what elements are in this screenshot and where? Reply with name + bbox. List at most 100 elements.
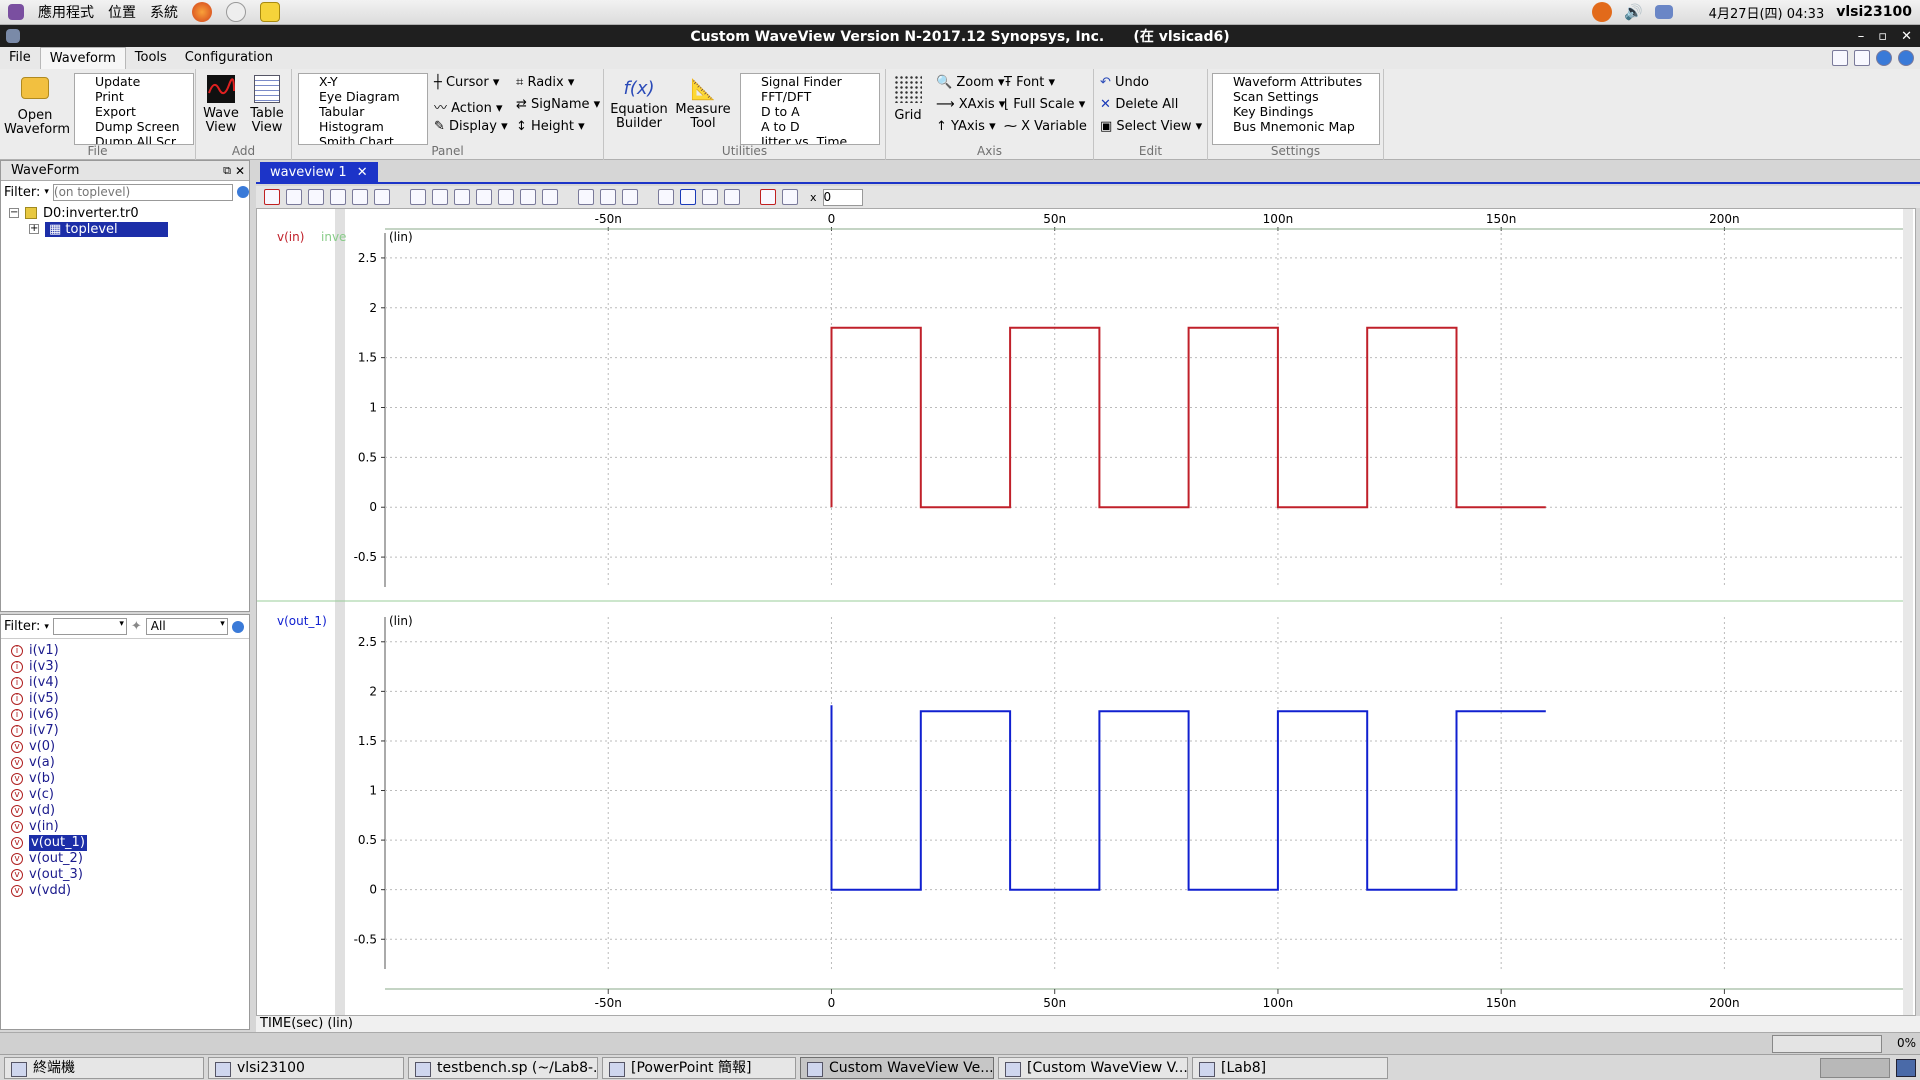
signal-item[interactable]: v v(c) [1, 787, 249, 803]
signal-item[interactable]: i i(v3) [1, 659, 249, 675]
wave-signal-name[interactable]: v(in) [277, 230, 304, 244]
signal-item[interactable]: i i(v7) [1, 723, 249, 739]
layout-icon[interactable] [1854, 50, 1870, 66]
signal-item[interactable]: i i(v6) [1, 707, 249, 723]
full-scale-menu[interactable]: ⌊ Full Scale ▾ [1004, 97, 1086, 112]
signal-item[interactable]: v v(d) [1, 803, 249, 819]
filter-label[interactable]: Filter: [4, 184, 41, 200]
bus-mnemonic-item[interactable]: Bus Mnemonic Map [1233, 119, 1355, 134]
histogram-item[interactable]: Histogram [319, 119, 384, 134]
pin-icon[interactable]: ✦ [130, 619, 142, 634]
export-item[interactable]: Export [95, 104, 136, 119]
display-menu[interactable]: ✎ Display ▾ [434, 119, 508, 134]
minimize-button[interactable]: – [1857, 28, 1865, 44]
next-edge-icon[interactable] [600, 189, 616, 205]
signal-item[interactable]: i i(v5) [1, 691, 249, 707]
signal-item[interactable]: v v(out_3) [1, 867, 249, 883]
places-menu[interactable]: 位置 [108, 5, 136, 21]
measure-tool-button[interactable]: 📐 Measure Tool [674, 75, 732, 131]
eraser-icon[interactable] [760, 189, 776, 205]
vertical-scrollbar[interactable] [1903, 209, 1913, 1015]
open-waveform-button[interactable]: Open Waveform [4, 77, 70, 137]
expand-icon[interactable]: + [29, 223, 39, 234]
a-to-d-item[interactable]: A to D [761, 119, 800, 134]
x-value-input[interactable] [822, 188, 863, 206]
filter-input[interactable] [52, 183, 233, 201]
update-notifier-icon[interactable] [1591, 2, 1612, 22]
show-desktop-icon[interactable] [1896, 1058, 1916, 1077]
task-terminal[interactable]: 終端機 [4, 1056, 204, 1079]
zoom-next-icon[interactable] [374, 189, 390, 205]
wave-view-button[interactable]: Wave View [200, 75, 242, 135]
tab-waveview-1[interactable]: waveview 1 ✕ [260, 162, 378, 184]
signal-item[interactable]: i i(v1) [1, 643, 249, 659]
update-item[interactable]: Update [95, 74, 141, 89]
signal-item[interactable]: v v(a) [1, 755, 249, 771]
filter-go-icon[interactable] [236, 186, 249, 198]
scan-settings-item[interactable]: Scan Settings [1233, 89, 1319, 104]
task-waveview[interactable]: Custom WaveView Ve... [800, 1056, 994, 1079]
signal-filter-go-icon[interactable] [231, 620, 244, 633]
close-button[interactable]: ✕ [1901, 28, 1912, 44]
print-item[interactable]: Print [95, 89, 124, 104]
signal-item[interactable]: i i(v4) [1, 675, 249, 691]
name-splitter[interactable] [335, 209, 345, 1015]
select-view-menu[interactable]: ▣ Select View ▾ [1100, 119, 1203, 134]
measure-small-icon[interactable] [454, 189, 470, 205]
group-icon[interactable] [724, 189, 740, 205]
task-testbench[interactable]: testbench.sp (~/Lab8-... [408, 1056, 598, 1079]
task-waveview-2[interactable]: [Custom WaveView V... [998, 1056, 1188, 1079]
action-menu[interactable]: 〰 Action ▾ [434, 101, 503, 116]
zoom-fit-icon[interactable] [264, 189, 280, 205]
tabular-item[interactable]: Tabular [319, 104, 365, 119]
height-menu[interactable]: ↕ Height ▾ [516, 119, 585, 134]
delete-all-button[interactable]: ✕ Delete All [1100, 97, 1178, 112]
menu-file[interactable]: File [9, 50, 31, 65]
mail-icon[interactable] [226, 2, 246, 22]
panel-type-list[interactable]: X-Y Eye Diagram Tabular Histogram Smith … [298, 73, 428, 145]
waveform-attributes-item[interactable]: Waveform Attributes [1233, 74, 1363, 89]
waveform-view[interactable]: -50n 0 50n 100n 150n 200n 2.5 2 1.5 1 0.5 0 -0.5 (lin… [256, 208, 1916, 1016]
signame-menu[interactable]: ⇄ SigName ▾ [516, 97, 601, 112]
grid-small-icon[interactable] [520, 189, 536, 205]
refresh-icon[interactable] [1832, 50, 1848, 66]
close-panel-icon[interactable]: ✕ [234, 163, 245, 178]
help-icon[interactable] [1876, 50, 1892, 66]
collapse-icon[interactable]: − [9, 207, 19, 218]
float-icon[interactable]: ⧉ [223, 163, 231, 177]
signal-finder-item[interactable]: Signal Finder [761, 74, 842, 89]
equation-builder-button[interactable]: f(x) Equation Builder [608, 75, 670, 131]
task-powerpoint[interactable]: [PowerPoint 簡報] [602, 1056, 796, 1079]
copy-icon[interactable] [658, 189, 674, 205]
file-action-list[interactable]: Update Print Export Dump Screen Dump All… [74, 73, 194, 145]
user-name[interactable]: vlsi23100 [1836, 4, 1912, 20]
waveform-trace-0[interactable] [830, 326, 1546, 509]
grid-button[interactable]: Grid [890, 75, 926, 123]
info-icon[interactable] [1898, 50, 1914, 66]
applications-menu[interactable]: 應用程式 [38, 5, 94, 21]
zoom-in-icon[interactable] [286, 189, 302, 205]
font-menu[interactable]: Ŧ Font ▾ [1004, 75, 1056, 90]
firefox-icon[interactable] [192, 2, 212, 22]
xaxis-menu[interactable]: ⟶ XAxis ▾ [936, 97, 1006, 112]
zoom-out-icon[interactable] [308, 189, 324, 205]
signal-type-combo[interactable]: All ▾ [145, 618, 228, 635]
delete-small-icon[interactable] [680, 189, 696, 205]
marker-icon[interactable] [476, 189, 492, 205]
signal-filter-combo[interactable]: ▾ [52, 618, 127, 635]
fft-item[interactable]: FFT/DFT [761, 89, 812, 104]
menu-configuration[interactable]: Configuration [184, 50, 273, 65]
window-title-bar[interactable]: Custom WaveView Version N-2017.12 Synops… [0, 25, 1920, 47]
key-bindings-item[interactable]: Key Bindings [1233, 104, 1314, 119]
network-icon[interactable] [1654, 5, 1673, 19]
jitter-item[interactable]: Jitter vs. Time [761, 134, 848, 145]
table-view-button[interactable]: Table View [246, 75, 288, 135]
task-home-folder[interactable]: vlsi23100 [208, 1056, 404, 1079]
edge-search-icon[interactable] [622, 189, 638, 205]
curve-icon[interactable] [542, 189, 558, 205]
signal-item[interactable]: v v(out_1) [1, 835, 249, 851]
cursor-menu[interactable]: ┼ Cursor ▾ [434, 75, 500, 90]
wave-signal-name[interactable]: v(out_1) [277, 614, 327, 628]
utilities-list[interactable]: Signal Finder FFT/DFT D to A A to D Jitt… [740, 73, 880, 145]
previous-edge-icon[interactable] [578, 189, 594, 205]
